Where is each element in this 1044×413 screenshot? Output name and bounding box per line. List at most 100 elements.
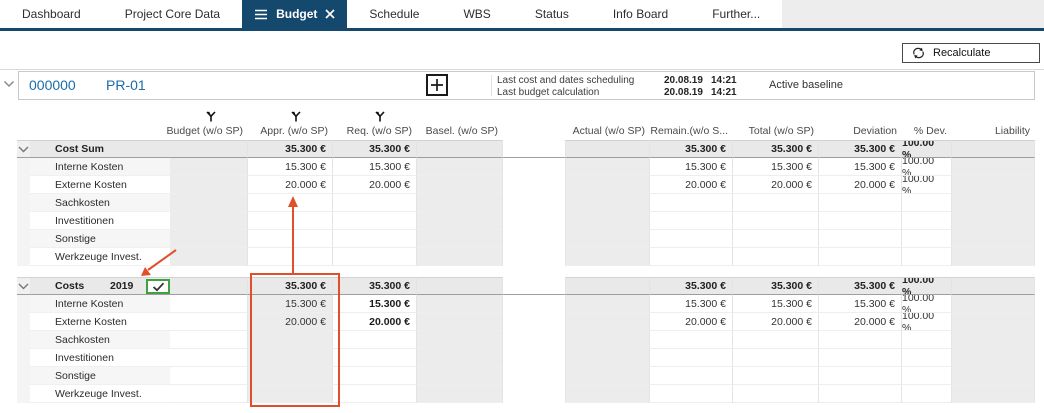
cell-deviation[interactable] [819,367,902,385]
cell-req[interactable] [333,349,417,367]
cell-req[interactable] [333,230,417,248]
column-header-actual[interactable]: Actual (w/o SP) [565,104,650,140]
cell-deviation[interactable] [819,212,902,230]
cell-pdev[interactable] [902,230,952,248]
close-icon[interactable] [325,9,336,19]
tab-wbs[interactable]: WBS [463,7,491,21]
column-header-req[interactable]: Req. (w/o SP) [333,104,417,140]
column-header-budget[interactable]: Budget (w/o SP) [167,104,248,140]
cell-budget[interactable] [170,385,248,403]
filter-icon[interactable] [205,111,217,123]
cell-req[interactable]: 15.300 € [333,295,417,313]
cell-total[interactable]: 20.000 € [733,313,819,331]
cell-budget[interactable] [170,349,248,367]
cell-total[interactable]: 15.300 € [733,295,819,313]
cell-pdev[interactable]: 100.00 % [902,176,952,194]
tab-further[interactable]: Further... [712,7,761,21]
cell-appr[interactable] [248,194,333,212]
cell-pdev[interactable]: 100.00 % [902,295,952,313]
cell-req[interactable]: 20.000 € [333,313,417,331]
cell-pdev[interactable] [902,385,952,403]
cell-remain[interactable] [650,194,733,212]
column-header-deviation[interactable]: Deviation [819,104,902,140]
cell-deviation[interactable] [819,349,902,367]
section-row-label[interactable]: Cost Sum [30,140,170,158]
add-button[interactable] [426,74,448,96]
project-collapse-chevron-icon[interactable] [3,80,15,88]
cell-req[interactable] [333,248,417,266]
cell-total[interactable] [733,367,819,385]
cell-budget[interactable] [170,313,248,331]
menu-icon[interactable] [254,9,268,20]
cell-remain[interactable]: 15.300 € [650,295,733,313]
tab-status[interactable]: Status [534,7,569,21]
tab-schedule[interactable]: Schedule [369,7,420,21]
cell-pdev[interactable] [902,367,952,385]
cell-appr[interactable] [248,230,333,248]
tab-dashboard[interactable]: Dashboard [22,7,81,21]
cell-pdev[interactable] [902,248,952,266]
cell-deviation[interactable]: 15.300 € [819,158,902,176]
project-code[interactable]: PR-01 [106,77,146,93]
cell-total[interactable] [733,230,819,248]
cell-pdev[interactable]: 100.00 % [902,158,952,176]
cell-total[interactable] [733,331,819,349]
filter-icon[interactable] [290,111,302,123]
cell-req[interactable] [333,385,417,403]
column-header-basel[interactable]: Basel. (w/o SP) [417,104,503,140]
cell-total[interactable] [733,385,819,403]
cell-remain[interactable]: 20.000 € [650,313,733,331]
section-expander-chevron-icon[interactable] [17,140,30,158]
section-row-label[interactable]: Costs 2019 [30,277,170,295]
cell-req[interactable] [333,212,417,230]
cell-deviation[interactable] [819,385,902,403]
cell-remain[interactable] [650,248,733,266]
cell-deviation[interactable] [819,248,902,266]
cell-deviation[interactable]: 15.300 € [819,295,902,313]
filter-icon[interactable] [374,111,386,123]
cell-total[interactable] [733,194,819,212]
recalculate-button[interactable]: Recalculate [902,43,1040,63]
cell-appr[interactable] [248,212,333,230]
cell-pdev[interactable] [902,331,952,349]
cell-deviation[interactable] [819,331,902,349]
cell-budget[interactable] [170,295,248,313]
cell-deviation[interactable] [819,230,902,248]
cell-total[interactable] [733,349,819,367]
cell-appr[interactable]: 15.300 € [248,158,333,176]
cell-req[interactable] [333,194,417,212]
cell-remain[interactable] [650,212,733,230]
cell-remain[interactable] [650,367,733,385]
cell-remain[interactable] [650,331,733,349]
cell-pdev[interactable]: 100.00 % [902,313,952,331]
cell-req[interactable]: 15.300 € [333,158,417,176]
cell-total[interactable]: 15.300 € [733,158,819,176]
year-checkbox[interactable] [146,279,170,294]
project-id[interactable]: 000000 [29,77,76,93]
cell-remain[interactable]: 20.000 € [650,176,733,194]
cell-budget[interactable] [170,367,248,385]
column-header-pdev[interactable]: % Dev. [902,104,952,140]
cell-req[interactable] [333,331,417,349]
column-header-remain[interactable]: Remain.(w/o S... [650,104,733,140]
cell-budget[interactable] [170,331,248,349]
cell-total[interactable] [733,248,819,266]
cell-deviation[interactable]: 20.000 € [819,176,902,194]
cell-req[interactable]: 20.000 € [333,176,417,194]
cell-deviation[interactable] [819,194,902,212]
cell-remain[interactable] [650,385,733,403]
column-header-total[interactable]: Total (w/o SP) [733,104,819,140]
cell-total[interactable]: 20.000 € [733,176,819,194]
tab-budget[interactable]: Budget [242,0,348,28]
cell-deviation[interactable]: 20.000 € [819,313,902,331]
cell-req[interactable] [333,367,417,385]
cell-pdev[interactable] [902,212,952,230]
tab-info-board[interactable]: Info Board [612,7,669,21]
tab-project-core-data[interactable]: Project Core Data [124,7,221,21]
cell-remain[interactable]: 15.300 € [650,158,733,176]
cell-total[interactable] [733,212,819,230]
cell-appr[interactable] [248,248,333,266]
column-header-appr[interactable]: Appr. (w/o SP) [248,104,333,140]
column-header-liability[interactable]: Liability [952,104,1035,140]
cell-pdev[interactable] [902,194,952,212]
